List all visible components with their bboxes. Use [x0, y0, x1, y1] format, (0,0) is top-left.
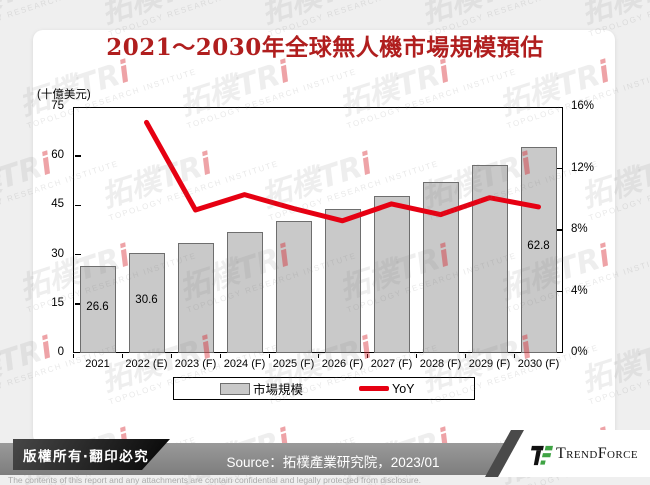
y-axis-tick	[74, 253, 81, 256]
bar	[79, 265, 116, 353]
x-axis-tick	[219, 354, 221, 358]
trendforce-logo-icon	[531, 443, 553, 472]
source-text: Source：拓樸產業研究院，2023/01	[226, 455, 440, 470]
x-axis-label: 2028 (F)	[419, 358, 462, 370]
x-axis-tick	[170, 354, 172, 358]
y-axis-tick-label: 0	[57, 346, 64, 358]
y2-axis-tick-label: 12%	[571, 161, 595, 174]
copyright-badge: 版權所有‧翻印必究	[13, 439, 170, 470]
x-axis-label: 2025 (F)	[272, 358, 315, 370]
x-axis-label: 2027 (F)	[370, 358, 413, 370]
y2-axis-tick-label: 4%	[571, 284, 588, 297]
x-axis-label: 2030 (F)	[517, 358, 560, 370]
x-axis-tick	[72, 354, 74, 358]
bar	[226, 231, 263, 353]
y-axis-tick-label: 60	[51, 149, 64, 162]
x-axis-tick	[317, 354, 319, 358]
legend-bar-swatch	[220, 382, 250, 395]
bar	[422, 181, 459, 353]
y-axis-tick-label: 30	[51, 247, 64, 260]
brand-name: TrendForce	[556, 445, 638, 462]
y2-axis-tick	[555, 290, 562, 293]
x-axis-label: 2023 (F)	[174, 358, 217, 370]
bar	[324, 209, 361, 353]
x-axis-label: 2022 (E)	[125, 358, 168, 370]
bar-value-label: 26.6	[86, 300, 109, 313]
bar-value-label: 62.8	[527, 239, 550, 252]
y2-axis-tick-label: 16%	[571, 100, 595, 112]
x-axis-tick	[121, 354, 123, 358]
y2-axis-tick	[555, 229, 562, 231]
x-axis-label: 2026 (F)	[321, 358, 364, 370]
disclaimer-text: The contents of this report and any atta…	[8, 475, 421, 485]
x-axis-tick	[513, 354, 515, 358]
y2-axis-tick-label: 8%	[571, 223, 588, 235]
y2-axis-tick	[555, 167, 562, 170]
legend-line-swatch	[359, 386, 390, 391]
bar	[471, 164, 508, 353]
x-axis-tick	[268, 354, 270, 358]
legend-line-label: YoY	[392, 381, 415, 396]
x-axis-label: 2024 (F)	[223, 358, 266, 370]
chart-title: 2021～2030年全球無人機市場規模預估	[106, 34, 544, 61]
bar	[275, 220, 312, 353]
bar	[373, 195, 410, 353]
y2-axis-tick-label: 0%	[571, 346, 588, 358]
y-axis-tick	[74, 303, 81, 305]
y-axis-tick-label: 15	[51, 296, 64, 309]
x-axis-label: 2021	[85, 358, 110, 370]
y-axis-tick-label: 75	[51, 100, 64, 112]
bar	[128, 252, 165, 353]
legend-bar-label: 市場規模	[253, 383, 304, 397]
copyright-text: 版權所有‧翻印必究	[23, 448, 150, 464]
y-axis-tick	[74, 204, 81, 207]
bar-value-label: 30.6	[135, 293, 158, 306]
x-axis-tick	[366, 354, 368, 358]
brand-plate	[498, 430, 650, 477]
y-axis-tick	[74, 155, 81, 157]
x-axis-tick	[415, 354, 417, 358]
y-axis-tick-label: 45	[51, 198, 64, 211]
legend: 市場規模 YoY	[173, 377, 475, 400]
x-axis-tick	[464, 354, 466, 358]
left-axis-unit-label: (十億美元)	[37, 89, 91, 101]
bar	[177, 243, 214, 353]
x-axis-label: 2029 (F)	[468, 358, 511, 370]
